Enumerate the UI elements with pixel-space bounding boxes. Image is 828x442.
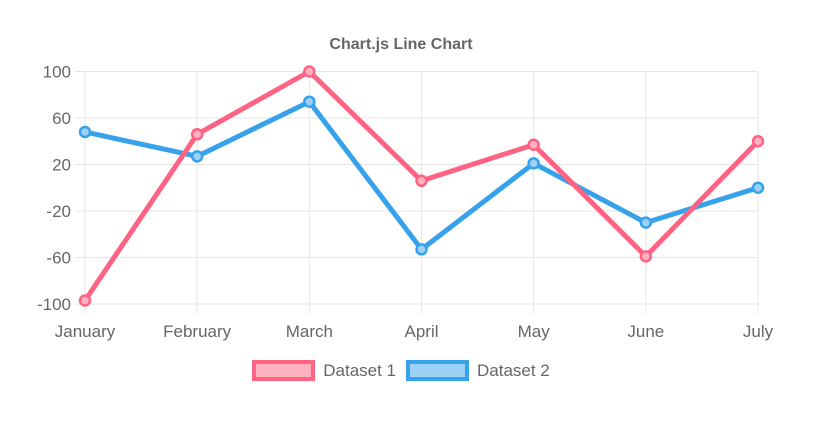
point-dataset-1-march[interactable] xyxy=(303,65,316,78)
point-dataset-2-april[interactable] xyxy=(415,243,428,256)
y-tick-label-60: 60 xyxy=(52,109,71,128)
chart-title: Chart.js Line Chart xyxy=(329,36,473,53)
point-dataset-1-january[interactable] xyxy=(78,294,92,307)
point-dataset-2-march[interactable] xyxy=(303,95,316,108)
point-dataset-1-may[interactable] xyxy=(527,138,540,151)
point-dataset-1-april[interactable] xyxy=(415,174,428,188)
y-tick-label-20: 20 xyxy=(52,156,71,175)
legend-swatch-dataset-1 xyxy=(252,360,316,381)
x-tick-label-may: May xyxy=(518,322,551,341)
y-tick-label--20: -20 xyxy=(46,202,71,221)
legend-item-dataset-2[interactable]: Dataset 2 xyxy=(406,360,550,381)
point-dataset-2-may[interactable] xyxy=(527,157,540,170)
point-dataset-2-february[interactable] xyxy=(190,150,204,163)
x-tick-label-july: July xyxy=(743,322,774,341)
x-tick-label-june: June xyxy=(627,322,664,341)
point-dataset-1-june[interactable] xyxy=(639,250,653,263)
legend-item-dataset-1[interactable]: Dataset 1 xyxy=(252,360,396,381)
y-tick-label--60: -60 xyxy=(46,249,71,268)
x-tick-label-february: February xyxy=(163,322,232,341)
point-dataset-2-july[interactable] xyxy=(751,181,765,194)
point-dataset-2-january[interactable] xyxy=(78,125,92,139)
point-dataset-2-june[interactable] xyxy=(639,216,653,229)
x-tick-label-january: January xyxy=(55,322,116,341)
legend-swatch-dataset-2 xyxy=(406,360,469,381)
x-tick-label-march: March xyxy=(286,322,333,341)
point-dataset-1-february[interactable] xyxy=(190,128,204,141)
chart-legend: Dataset 1 Dataset 2 xyxy=(0,360,802,381)
legend-label-dataset-1: Dataset 1 xyxy=(323,360,396,380)
y-tick-label--100: -100 xyxy=(37,295,71,314)
x-tick-label-april: April xyxy=(404,322,438,341)
legend-label-dataset-2: Dataset 2 xyxy=(477,360,550,380)
point-dataset-1-july[interactable] xyxy=(751,135,765,148)
y-tick-label-100: 100 xyxy=(43,63,71,82)
